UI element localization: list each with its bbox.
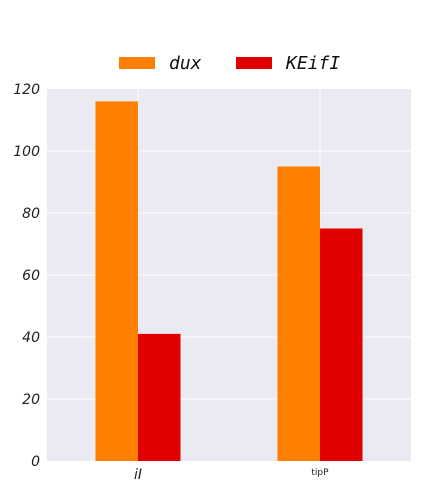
legend-swatch [119,57,155,69]
x-tick-label: tipP [311,468,329,478]
y-tick-label: 80 [22,206,40,222]
y-tick-label: 40 [22,330,40,346]
bars [95,101,363,462]
y-tick-label: 60 [22,268,40,284]
bar-dux-iI [95,101,138,462]
y-tick-label: 0 [31,454,40,470]
legend-swatch [236,57,272,69]
x-tick-label: iI [134,467,142,483]
legend-label: dux [169,53,202,74]
bar-KEifI-iI [138,333,181,461]
y-tick-label: 120 [13,82,40,98]
x-axis-ticks: iI tipP [134,467,329,483]
y-tick-label: 20 [22,392,40,408]
legend-label: KEifI [285,53,340,74]
y-axis-ticks: 0 20 40 60 80 100 120 [13,82,40,470]
bar-dux-tipP [277,166,320,461]
y-tick-label: 100 [13,144,40,160]
legend: dux KEifI [119,53,340,74]
bar-KEifI-tipP [320,228,363,461]
